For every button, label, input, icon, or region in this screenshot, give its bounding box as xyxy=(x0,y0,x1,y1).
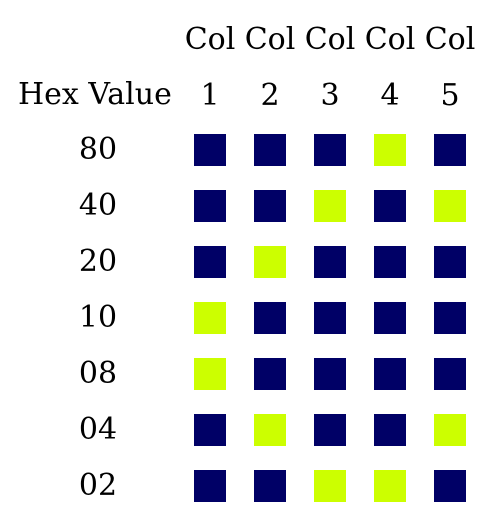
bit-cell-off xyxy=(314,134,346,166)
bit-cell-on xyxy=(374,470,406,502)
column-header-number: 5 xyxy=(440,78,460,113)
column-header-word: Col xyxy=(184,22,236,57)
hex-value-header: Hex Value xyxy=(18,77,172,112)
bit-cell-off xyxy=(314,246,346,278)
bit-cell-off xyxy=(434,134,466,166)
bit-cell-off xyxy=(374,414,406,446)
row-hex-label: 20 xyxy=(78,244,118,279)
bit-cell-on xyxy=(194,358,226,390)
column-header-1: Col 1 xyxy=(180,22,240,134)
bit-cell-off xyxy=(194,246,226,278)
row-hex-label: 40 xyxy=(78,188,118,223)
column-header-number: 2 xyxy=(260,78,280,113)
bit-cell-off xyxy=(434,302,466,334)
bit-cell-on xyxy=(254,414,286,446)
bit-cell-off xyxy=(434,470,466,502)
column-header-word: Col xyxy=(304,22,356,57)
bit-cell-off xyxy=(314,414,346,446)
bit-cell-off xyxy=(314,302,346,334)
row-hex-label: 02 xyxy=(78,468,118,503)
bit-cell-off xyxy=(194,190,226,222)
bit-cell-off xyxy=(254,134,286,166)
bit-cell-on xyxy=(314,470,346,502)
bit-cell-on xyxy=(194,302,226,334)
bit-cell-off xyxy=(374,190,406,222)
bit-cell-off xyxy=(254,470,286,502)
bit-cell-off xyxy=(314,358,346,390)
bit-cell-off xyxy=(374,302,406,334)
bit-cell-off xyxy=(194,414,226,446)
bit-cell-off xyxy=(434,358,466,390)
column-header-number: 1 xyxy=(200,78,220,113)
bit-cell-off xyxy=(374,246,406,278)
bit-cell-on xyxy=(314,190,346,222)
row-hex-label: 80 xyxy=(78,132,118,167)
column-header-number: 4 xyxy=(380,78,400,113)
column-header-3: Col 3 xyxy=(300,22,360,134)
row-hex-label: 04 xyxy=(78,412,118,447)
bit-cell-on xyxy=(254,246,286,278)
bit-cell-on xyxy=(434,190,466,222)
bit-cell-off xyxy=(374,358,406,390)
bit-cell-off xyxy=(194,470,226,502)
column-header-word: Col xyxy=(424,22,476,57)
row-hex-label: 10 xyxy=(78,300,118,335)
column-header-4: Col 4 xyxy=(360,22,420,134)
column-header-word: Col xyxy=(364,22,416,57)
bit-cell-off xyxy=(194,134,226,166)
bit-cell-off xyxy=(434,246,466,278)
column-header-word: Col xyxy=(244,22,296,57)
bit-cell-off xyxy=(254,358,286,390)
bit-cell-on xyxy=(434,414,466,446)
column-header-5: Col 5 xyxy=(420,22,480,134)
row-hex-label: 08 xyxy=(78,356,118,391)
column-header-2: Col 2 xyxy=(240,22,300,134)
column-header-number: 3 xyxy=(320,78,340,113)
bit-cell-on xyxy=(374,134,406,166)
bit-cell-off xyxy=(254,302,286,334)
bit-cell-off xyxy=(254,190,286,222)
